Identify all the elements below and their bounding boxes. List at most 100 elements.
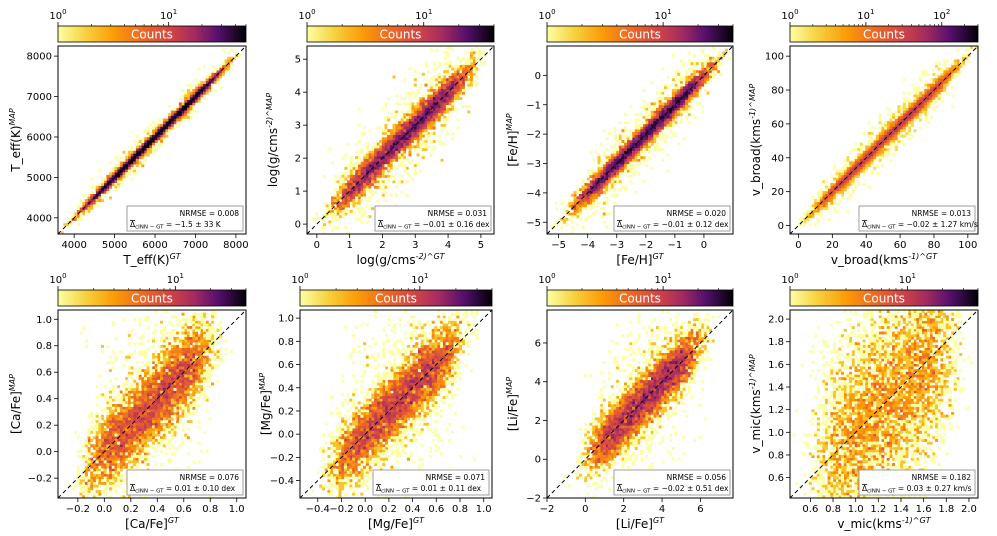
density-cell (440, 91, 444, 95)
density-cell (98, 463, 102, 467)
density-cell (687, 105, 691, 109)
density-cell (176, 115, 180, 119)
density-cell (841, 185, 845, 189)
density-cell (624, 164, 628, 168)
density-cell (347, 193, 351, 197)
colorbar-label: Counts (131, 28, 173, 42)
density-cell (106, 433, 110, 437)
density-cell (79, 476, 83, 480)
density-cell (130, 430, 134, 434)
density-cell (440, 99, 444, 103)
density-cell (149, 374, 153, 378)
density-cell (889, 142, 893, 146)
density-cell (197, 328, 201, 332)
density-cell (184, 377, 188, 381)
density-cell (666, 94, 670, 98)
density-cell (811, 196, 815, 200)
density-cell (854, 148, 858, 152)
density-cell (197, 358, 201, 362)
density-cell (913, 86, 917, 90)
density-cell (897, 140, 901, 143)
density-cell (154, 129, 158, 133)
density-cell (160, 121, 164, 125)
density-cell (170, 371, 174, 375)
y-tick-label: 80 (771, 86, 784, 97)
density-cell (416, 142, 420, 146)
density-cell (843, 172, 847, 176)
density-cell (626, 142, 630, 146)
density-cell (464, 75, 468, 79)
density-cell (194, 352, 198, 356)
density-cell (160, 366, 164, 370)
one-to-one-line (57, 45, 247, 235)
density-cell (570, 204, 574, 208)
density-cell (411, 177, 415, 181)
density-cell (451, 105, 455, 109)
density-cell (881, 150, 885, 154)
density-cell (373, 169, 377, 173)
density-cell (127, 438, 131, 442)
density-cell (658, 91, 662, 95)
density-cell (125, 420, 129, 424)
density-cell (897, 131, 901, 135)
density-cell (690, 72, 694, 76)
density-cell (189, 334, 193, 338)
density-cell (344, 172, 348, 176)
density-cell (103, 446, 107, 450)
density-cell (671, 113, 675, 117)
density-cell (146, 339, 150, 343)
density-cell (698, 67, 702, 71)
density-cell (392, 123, 396, 127)
density-cell (200, 91, 204, 95)
density-cell (189, 99, 193, 103)
density-cell (103, 471, 107, 475)
density-cell (211, 339, 215, 343)
density-cell (109, 436, 113, 440)
density-cell (905, 113, 909, 117)
density-cell (640, 134, 643, 138)
density-cell (690, 105, 694, 109)
density-cell (719, 54, 723, 58)
density-cell (916, 105, 920, 109)
density-cell (897, 134, 901, 138)
density-cell (389, 193, 393, 197)
density-cell (208, 328, 212, 332)
density-cell (106, 422, 110, 426)
density-cell (709, 70, 713, 74)
density-cell (687, 78, 691, 82)
density-cell (889, 158, 893, 162)
density-cell (411, 131, 415, 135)
density-cell (323, 231, 326, 235)
density-cell (679, 113, 683, 117)
density-cell (832, 191, 836, 195)
density-cell (669, 110, 673, 114)
density-cell (578, 199, 582, 203)
density-cell (892, 129, 896, 133)
density-cell (130, 382, 134, 386)
density-cell (92, 479, 96, 483)
density-cell (714, 64, 718, 68)
density-cell (637, 148, 641, 152)
density-cell (189, 342, 193, 346)
density-cell (331, 196, 335, 200)
density-cell (146, 385, 150, 389)
density-cell (152, 377, 155, 381)
density-cell (926, 102, 930, 106)
density-cell (357, 107, 361, 111)
density-cell (405, 193, 409, 197)
density-cell (477, 54, 481, 58)
density-cell (219, 347, 223, 351)
density-cell (219, 72, 223, 76)
density-cell (945, 83, 949, 87)
density-cell (170, 110, 174, 114)
density-cell (90, 484, 94, 488)
density-cell (592, 169, 596, 173)
density-cell (597, 161, 601, 165)
density-cell (184, 374, 188, 378)
colorbar-tick-exponent: 0 (551, 8, 555, 16)
density-cell (130, 457, 134, 461)
density-cell (189, 105, 193, 109)
density-cell (908, 110, 912, 114)
density-cell (194, 358, 198, 362)
